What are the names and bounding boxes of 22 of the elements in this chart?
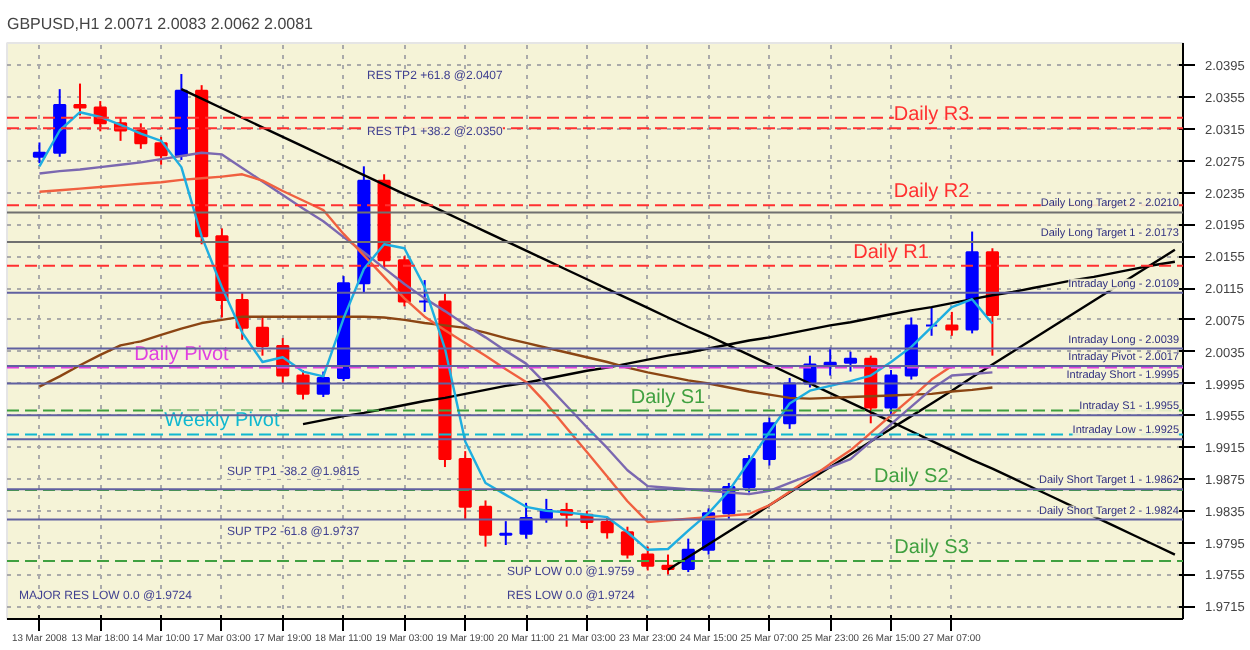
chart-title: GBPUSD,H1 2.0071 2.0083 2.0062 2.0081	[7, 15, 315, 33]
ref-line-label: Daily S1	[630, 386, 707, 409]
candlestick	[945, 310, 959, 337]
candlestick	[843, 350, 858, 373]
ref-line-label: Daily R3	[893, 104, 971, 127]
candlestick	[519, 501, 533, 540]
candlestick	[499, 520, 513, 547]
candlestick	[478, 499, 493, 548]
candlestick	[620, 525, 635, 560]
ref-line-label: Daily R1	[853, 241, 930, 264]
candlestick	[255, 314, 270, 357]
candlestick	[418, 279, 432, 313]
candlestick	[32, 141, 47, 165]
ref-line-label: Daily S2	[874, 466, 950, 489]
ref-line-label: Daily R2	[893, 181, 971, 204]
candlestick	[742, 454, 756, 494]
candlestick	[925, 306, 939, 337]
candlestick	[73, 82, 87, 117]
candlestick	[600, 515, 614, 540]
ref-line-label: Daily Pivot	[134, 343, 230, 366]
candlestick	[458, 450, 472, 520]
ref-line-label: Daily S3	[894, 536, 970, 559]
